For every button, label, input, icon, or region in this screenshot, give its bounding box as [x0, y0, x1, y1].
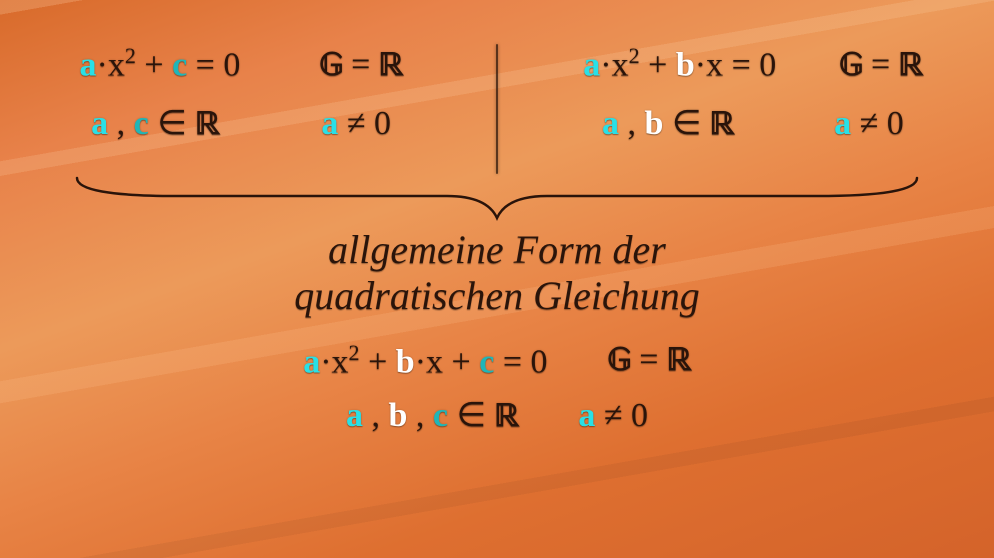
- curly-brace: [40, 166, 954, 231]
- eq-left-members: a , c ∈ ℝ: [91, 105, 219, 145]
- panel-right-row1: a·x2 + b·x = 0 𝔾 = ℝ: [552, 44, 954, 87]
- general-row1: a·x2 + b·x + c = 0 𝔾 = ℝ: [303, 341, 691, 381]
- eq-right-set: 𝔾 = ℝ: [839, 46, 922, 86]
- eq-right-members: a , b ∈ ℝ: [602, 105, 734, 145]
- panel-left: a·x2 + c = 0 𝔾 = ℝ a , c ∈ ℝ a ≠ 0: [40, 44, 442, 145]
- eq-general-set: 𝔾 = ℝ: [608, 341, 691, 381]
- slide-title: allgemeine Form der quadratischen Gleich…: [40, 227, 954, 319]
- eq-general-cond: a ≠ 0: [578, 397, 648, 437]
- general-row2: a , b , c ∈ ℝ a ≠ 0: [346, 397, 648, 437]
- title-line1: allgemeine Form der: [40, 227, 954, 273]
- brace-icon: [57, 166, 937, 226]
- panel-right: a·x2 + b·x = 0 𝔾 = ℝ a , b ∈ ℝ a ≠ 0: [552, 44, 954, 145]
- eq-right-cond: a ≠ 0: [834, 105, 904, 142]
- vertical-divider: [442, 44, 552, 174]
- eq-right-main: a·x2 + b·x = 0: [583, 44, 776, 84]
- eq-left-set: 𝔾 = ℝ: [319, 46, 402, 86]
- panel-left-row1: a·x2 + c = 0 𝔾 = ℝ: [40, 44, 442, 87]
- eq-general-members: a , b , c ∈ ℝ: [346, 397, 518, 437]
- eq-left-main: a·x2 + c = 0: [80, 44, 241, 84]
- math-slide: a·x2 + c = 0 𝔾 = ℝ a , c ∈ ℝ a ≠ 0: [0, 0, 994, 558]
- general-form: a·x2 + b·x + c = 0 𝔾 = ℝ a , b , c ∈ ℝ a…: [40, 341, 954, 438]
- eq-left-cond: a ≠ 0: [321, 105, 391, 142]
- panel-right-row2: a , b ∈ ℝ a ≠ 0: [552, 105, 954, 145]
- panel-left-row2: a , c ∈ ℝ a ≠ 0: [40, 105, 442, 145]
- top-equations-grid: a·x2 + c = 0 𝔾 = ℝ a , c ∈ ℝ a ≠ 0: [40, 44, 954, 174]
- eq-general-main: a·x2 + b·x + c = 0: [303, 341, 547, 381]
- title-line2: quadratischen Gleichung: [40, 273, 954, 319]
